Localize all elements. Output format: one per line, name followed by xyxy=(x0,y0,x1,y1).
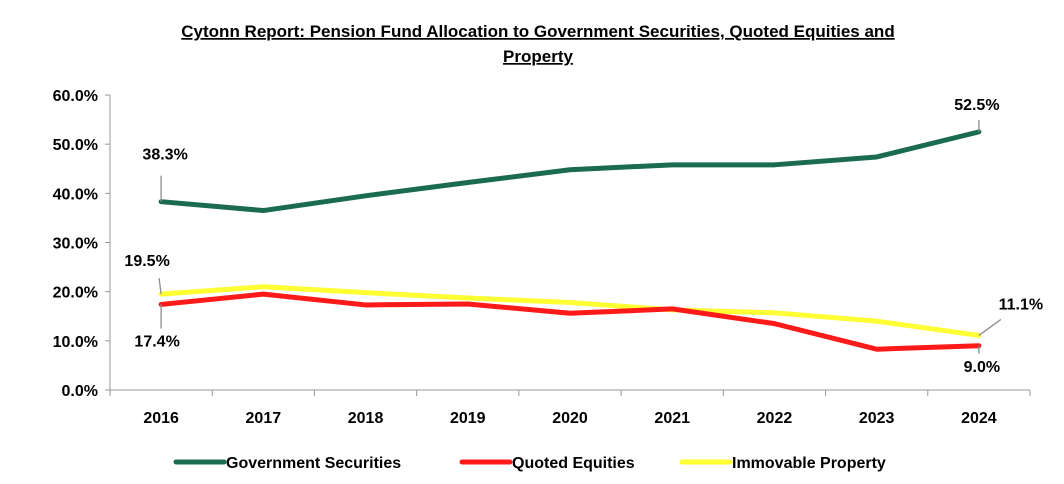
data-label: 52.5% xyxy=(954,97,999,114)
chart-legend: Government Securities Quoted Equities Immo… xyxy=(173,455,886,472)
data-label-leader xyxy=(158,278,162,295)
data-label: 19.5% xyxy=(124,253,169,270)
series-line-immovable-property xyxy=(158,284,982,338)
data-label: 9.0% xyxy=(964,359,1000,376)
y-tick-label: 0.0% xyxy=(62,383,98,400)
x-tick-label: 2022 xyxy=(757,410,793,427)
chart-title-line-1: Cytonn Report: Pension Fund Allocation t… xyxy=(181,22,894,41)
y-tick-label: 60.0% xyxy=(53,88,98,105)
y-tick-label: 20.0% xyxy=(53,285,98,302)
data-label-leader xyxy=(978,318,1002,336)
x-tick-label: 2023 xyxy=(859,410,895,427)
x-tick-label: 2024 xyxy=(961,410,997,427)
x-tick-label: 2018 xyxy=(348,410,384,427)
chart-data-labels: 38.3% 52.5% 19.5% 17.4% 11.1% 9.0% xyxy=(124,97,1043,376)
series-line-government-securities xyxy=(158,129,982,214)
data-label: 38.3% xyxy=(142,147,187,164)
legend-label: Quoted Equities xyxy=(512,455,635,472)
y-tick-label: 30.0% xyxy=(53,236,98,253)
y-tick-label: 40.0% xyxy=(53,186,98,203)
y-tick-label: 10.0% xyxy=(53,334,98,351)
x-tick-label: 2016 xyxy=(143,410,179,427)
data-label: 11.1% xyxy=(999,296,1043,313)
x-tick-label: 2021 xyxy=(654,410,690,427)
data-label: 17.4% xyxy=(134,333,179,350)
y-tick-label: 50.0% xyxy=(53,137,98,154)
series-line-quoted-equities xyxy=(158,291,982,352)
x-tick-label: 2019 xyxy=(450,410,486,427)
chart-axes: 0.0% 10.0% 20.0% 30.0% 40.0% 50.0% 60.0% 2016 20… xyxy=(53,88,1031,427)
legend-label: Immovable Property xyxy=(732,455,886,472)
legend-label: Government Securities xyxy=(226,455,401,472)
chart-series-lines xyxy=(158,129,982,352)
x-tick-label: 2017 xyxy=(246,410,282,427)
x-tick-label: 2020 xyxy=(552,410,588,427)
chart-title-line-2: Property xyxy=(503,47,573,66)
